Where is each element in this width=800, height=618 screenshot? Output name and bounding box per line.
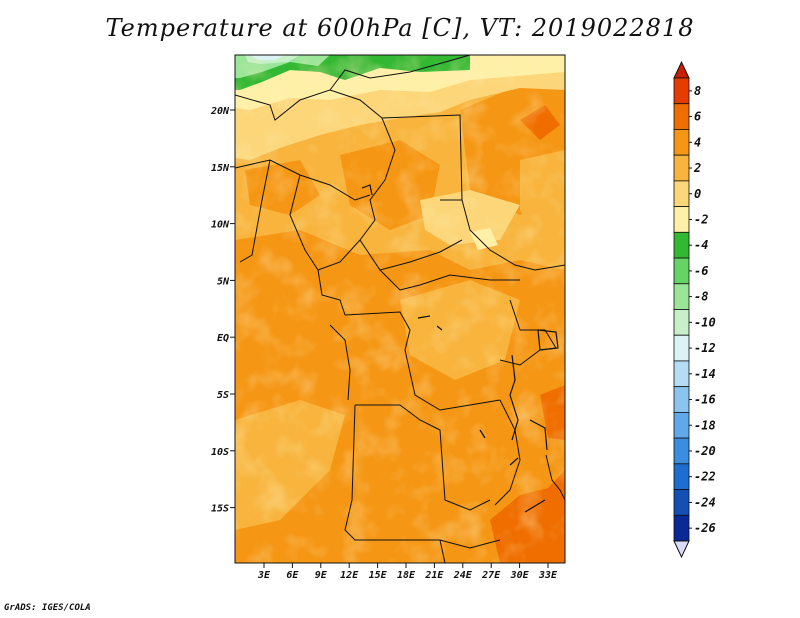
colorbar-swatch — [673, 514, 690, 542]
colorbar-swatch — [673, 360, 690, 388]
colorbar-label: -14 — [694, 367, 716, 381]
lat-tick-label: 20N — [210, 106, 230, 117]
colorbar-swatch — [673, 77, 690, 105]
lon-tick-label: 24E — [453, 570, 473, 581]
colorbar-label: -20 — [694, 444, 716, 458]
colorbar-swatch — [673, 437, 690, 465]
lat-tick-label: 15S — [211, 504, 229, 515]
colorbar-label: -24 — [694, 495, 716, 509]
colorbar-label: 4 — [694, 135, 701, 149]
colorbar: 8 6 4 2 0 -2 -4 -6 -8 -10 -12 -14 -16 -18 -20 -22 -24 -26 — [673, 60, 716, 559]
colorbar-swatch — [673, 386, 690, 413]
colorbar-label: -18 — [694, 418, 716, 432]
colorbar-label: -22 — [694, 470, 716, 484]
colorbar-label: -8 — [694, 290, 708, 304]
colorbar-label: -26 — [694, 521, 716, 535]
colorbar-label: -6 — [694, 264, 708, 278]
colorbar-label: -4 — [694, 238, 708, 252]
colorbar-swatch — [673, 283, 690, 310]
colorbar-label: 2 — [693, 161, 701, 175]
colorbar-swatch — [673, 463, 690, 490]
lon-tick-label: 3E — [257, 570, 271, 581]
lon-tick-label: 27E — [481, 570, 501, 581]
colorbar-swatch — [673, 309, 690, 336]
colorbar-swatch — [673, 334, 690, 362]
map-axes: 3E 6E 9E 12E 15E 18E 21E 24E 27E 30E 33E 20N 15N 10N 5… — [210, 106, 558, 581]
temperature-field — [235, 55, 565, 563]
colorbar-swatch — [673, 257, 690, 285]
colorbar-min-arrow — [673, 540, 690, 559]
lon-tick-label: 21E — [424, 570, 444, 581]
colorbar-swatch — [673, 103, 690, 130]
colorbar-label: -12 — [694, 341, 716, 355]
lat-tick-label: 15N — [211, 163, 230, 174]
colorbar-swatch — [673, 206, 690, 233]
lon-tick-label: 33E — [538, 570, 558, 581]
lon-tick-label: 30E — [510, 570, 530, 581]
colorbar-swatch — [673, 129, 690, 156]
lat-tick-label: 10S — [211, 447, 229, 458]
lat-tick-label: 5N — [217, 276, 230, 287]
country-borders — [235, 55, 565, 563]
colorbar-swatch — [673, 489, 690, 516]
colorbar-swatch — [673, 154, 690, 182]
field-texture — [235, 55, 565, 563]
colorbar-max-arrow — [673, 60, 690, 79]
colorbar-swatch — [673, 231, 690, 259]
colorbar-label: -10 — [694, 315, 716, 329]
credit-text: GrADS: IGES/COLA — [4, 603, 91, 613]
colorbar-swatch — [673, 411, 690, 439]
colorbar-label: -2 — [694, 212, 708, 226]
lat-tick-label: EQ — [217, 333, 229, 344]
lat-tick-label: 5S — [217, 390, 229, 401]
lakes — [361, 184, 559, 513]
map-frame — [234, 54, 566, 564]
colorbar-label: 0 — [694, 187, 701, 201]
lon-tick-label: 18E — [397, 570, 416, 581]
lat-tick-label: 10N — [211, 220, 230, 231]
lon-tick-label: 12E — [340, 570, 359, 581]
lon-tick-label: 9E — [315, 570, 328, 581]
lon-tick-label: 15E — [369, 570, 388, 581]
colorbar-label: 6 — [694, 110, 701, 124]
colorbar-label: 8 — [694, 84, 701, 98]
chart-title: Temperature at 600hPa [C], VT: 201902281… — [105, 14, 695, 42]
colorbar-label: -16 — [694, 393, 716, 407]
lon-tick-label: 6E — [286, 570, 299, 581]
colorbar-swatch — [673, 180, 690, 208]
